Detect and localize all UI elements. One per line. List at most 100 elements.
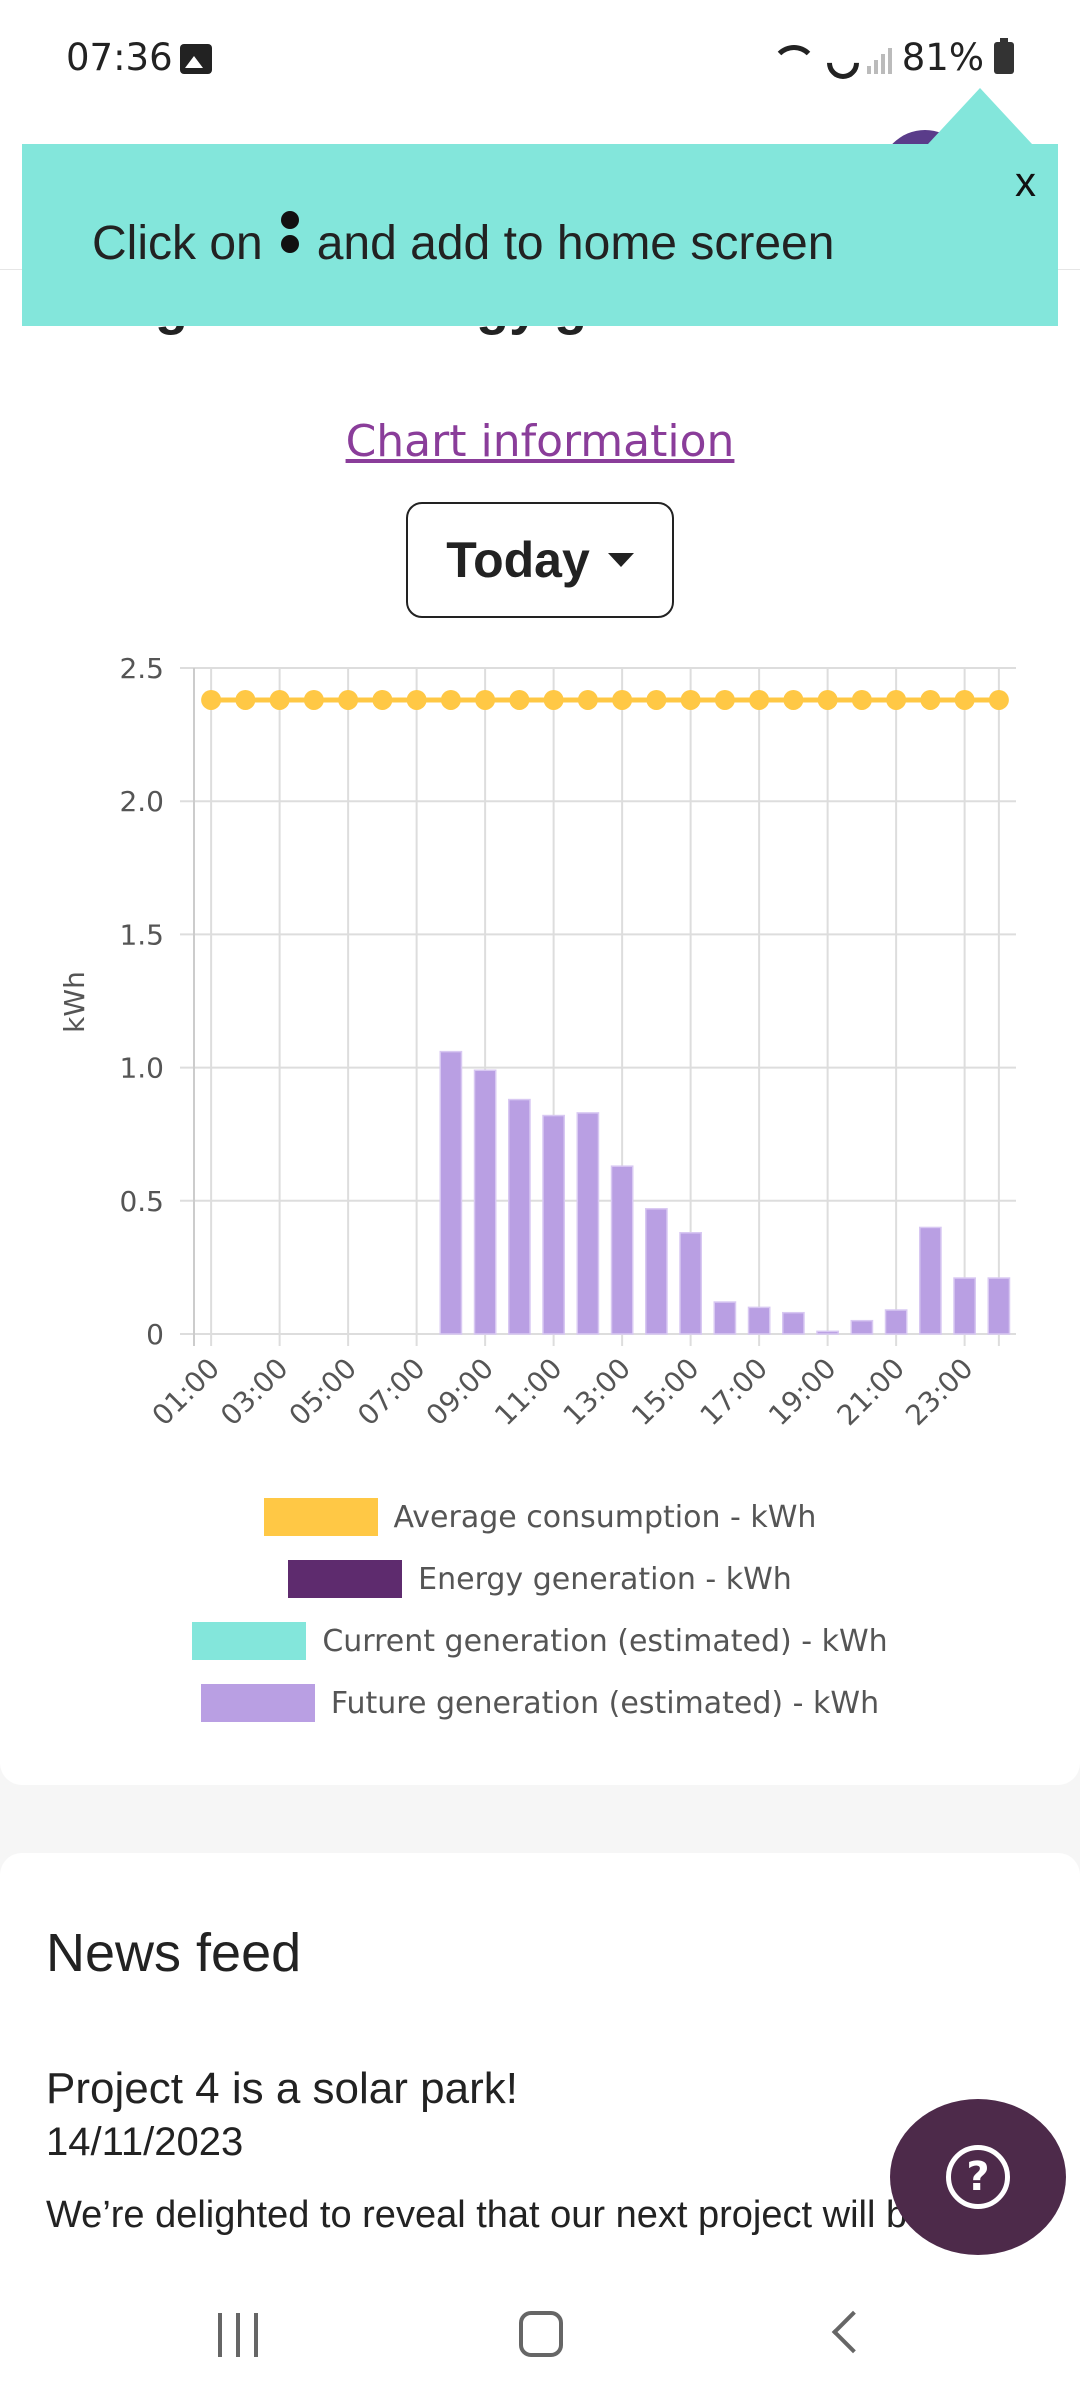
- status-icons: 81%: [767, 36, 1014, 79]
- chart-point[interactable]: [235, 689, 256, 710]
- chart-point[interactable]: [714, 689, 735, 710]
- period-selected: Today: [446, 532, 590, 588]
- chart-bar[interactable]: [610, 1165, 634, 1335]
- chart-bar[interactable]: [919, 1226, 942, 1335]
- x-tick-label: 13:00: [557, 1352, 637, 1432]
- chart-point[interactable]: [988, 689, 1009, 710]
- chart-point[interactable]: [749, 689, 770, 710]
- chart-bar[interactable]: [576, 1112, 600, 1335]
- chart-point[interactable]: [201, 689, 222, 710]
- period-dropdown[interactable]: Today: [406, 502, 674, 618]
- back-icon[interactable]: [831, 2310, 875, 2354]
- chart-point[interactable]: [680, 689, 701, 710]
- news-item-title[interactable]: Project 4 is a solar park!: [46, 2064, 518, 2113]
- news-feed-title: News feed: [46, 1923, 302, 1983]
- legend-item-average[interactable]: Average consumption - kWh: [0, 1486, 1080, 1548]
- chart-bar[interactable]: [987, 1277, 1011, 1335]
- x-tick-label: 05:00: [283, 1352, 363, 1432]
- x-tick-label: 23:00: [899, 1352, 979, 1432]
- chart-point[interactable]: [577, 689, 598, 710]
- x-tick-label: 07:00: [351, 1352, 431, 1432]
- call-icon: [821, 41, 857, 75]
- legend-item-future[interactable]: Future generation (estimated) - kWh: [0, 1672, 1080, 1734]
- chart-point[interactable]: [338, 689, 359, 710]
- y-tick-label: 2.5: [119, 652, 164, 685]
- chart-bar[interactable]: [439, 1050, 463, 1335]
- chart-point[interactable]: [817, 689, 838, 710]
- chart-bar[interactable]: [782, 1311, 805, 1335]
- chart-bar[interactable]: [713, 1301, 737, 1335]
- legend-swatch-generation: [288, 1560, 403, 1598]
- legend-label: Current generation (estimated) - kWh: [322, 1623, 888, 1659]
- chart-bar[interactable]: [747, 1306, 771, 1335]
- chart-legend: Average consumption - kWh Energy generat…: [0, 1486, 1080, 1734]
- y-tick-label: 1.5: [119, 918, 164, 951]
- x-tick-label: 11:00: [488, 1352, 568, 1432]
- recent-apps-icon[interactable]: [218, 2313, 258, 2357]
- tooltip-text: Click on and add to home screen: [92, 210, 835, 271]
- chart-bar[interactable]: [645, 1208, 668, 1335]
- chart-bar[interactable]: [542, 1114, 565, 1335]
- x-tick-label: 19:00: [762, 1352, 842, 1432]
- caret-down-icon: [607, 553, 634, 567]
- image-icon: [180, 44, 212, 74]
- tooltip-close-button[interactable]: x: [1015, 158, 1036, 205]
- chart-point[interactable]: [646, 689, 667, 710]
- help-button[interactable]: ?: [890, 2099, 1066, 2255]
- energy-chart: 0 0.5 1.0 1.5 2.0 2.5 01:0003:0005:0007:0009:…: [58, 652, 1016, 1432]
- tooltip-text-after: and add to home screen: [316, 217, 835, 270]
- legend-item-generation[interactable]: Energy generation - kWh: [0, 1548, 1080, 1610]
- chart-y-ticks: 0 0.5 1.0 1.5 2.0 2.5: [119, 652, 164, 1351]
- chart-point[interactable]: [372, 689, 393, 710]
- tooltip-text-before: Click on: [92, 217, 263, 270]
- legend-swatch-current: [192, 1622, 307, 1660]
- chart-point[interactable]: [851, 689, 872, 710]
- tooltip-arrow: [928, 88, 1032, 144]
- chart-bar[interactable]: [953, 1277, 976, 1335]
- legend-swatch-future: [200, 1684, 315, 1722]
- chart-point[interactable]: [783, 689, 804, 710]
- battery-icon: [994, 37, 1014, 74]
- chart-bar[interactable]: [508, 1098, 531, 1335]
- chart-point[interactable]: [920, 689, 941, 710]
- signal-icon: [866, 42, 892, 74]
- chart-point[interactable]: [475, 689, 496, 710]
- legend-label: Average consumption - kWh: [393, 1499, 817, 1535]
- status-time: 07:36: [66, 36, 173, 79]
- legend-label: Future generation (estimated) - kWh: [330, 1685, 880, 1721]
- chart-bar[interactable]: [816, 1330, 839, 1335]
- y-tick-label: 2.0: [119, 785, 164, 818]
- chart-point[interactable]: [303, 689, 324, 710]
- y-tick-label: 0.5: [119, 1185, 164, 1218]
- legend-swatch-average: [263, 1498, 378, 1536]
- chart-point[interactable]: [440, 689, 461, 710]
- chart-bar[interactable]: [884, 1309, 908, 1335]
- y-tick-label: 1.0: [119, 1052, 164, 1085]
- y-axis-title: kWh: [58, 971, 91, 1033]
- chart-information-link[interactable]: Chart information: [345, 416, 735, 467]
- status-bar: 07:36 81%: [0, 0, 1080, 120]
- x-tick-label: 03:00: [214, 1352, 294, 1432]
- x-tick-label: 21:00: [831, 1352, 911, 1432]
- legend-label: Energy generation - kWh: [418, 1561, 792, 1597]
- chart-bar[interactable]: [850, 1319, 874, 1335]
- chart-bars: [439, 1050, 1011, 1335]
- chart-point[interactable]: [509, 689, 530, 710]
- chart-point[interactable]: [612, 689, 633, 710]
- chart-bar[interactable]: [679, 1232, 702, 1335]
- x-tick-label: 17:00: [694, 1352, 774, 1432]
- chart-point[interactable]: [954, 689, 975, 710]
- y-tick-label: 0: [146, 1318, 164, 1351]
- news-item-date: 14/11/2023: [46, 2120, 244, 2164]
- chart-point[interactable]: [406, 689, 427, 710]
- chart-average-line: [201, 689, 1009, 710]
- chart-point[interactable]: [886, 689, 907, 710]
- legend-item-current[interactable]: Current generation (estimated) - kWh: [0, 1610, 1080, 1672]
- home-icon[interactable]: [519, 2311, 563, 2357]
- chart-bar[interactable]: [473, 1069, 497, 1335]
- chart-point[interactable]: [543, 689, 564, 710]
- wifi-icon: [767, 41, 817, 75]
- chart-point[interactable]: [269, 689, 290, 710]
- news-item-body: We’re delighted to reveal that our next …: [46, 2194, 929, 2236]
- battery-percent: 81%: [901, 36, 984, 79]
